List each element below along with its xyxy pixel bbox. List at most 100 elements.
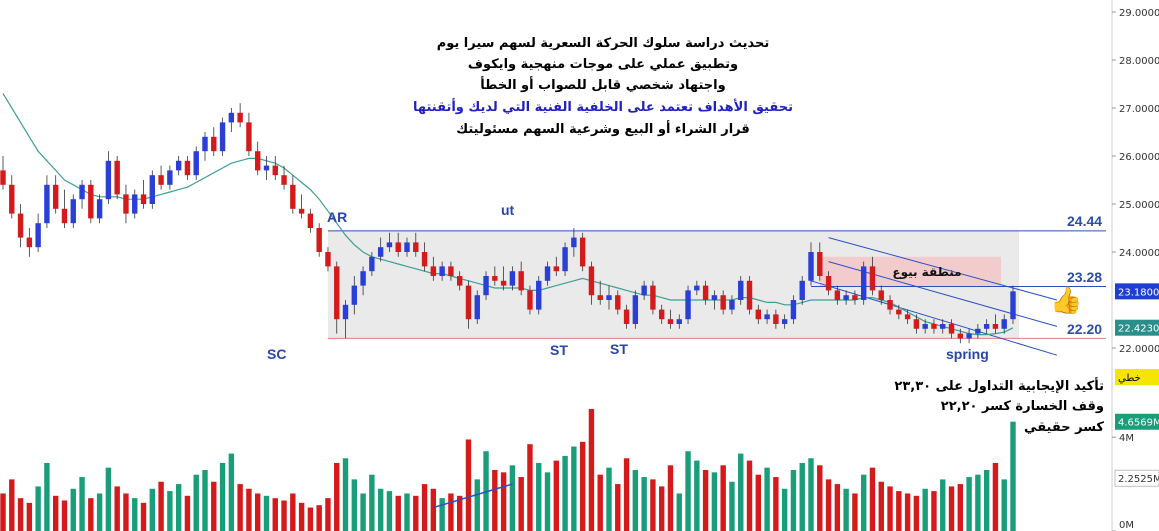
candle-body xyxy=(9,184,15,214)
candle-body xyxy=(860,266,867,300)
volume-bar xyxy=(860,474,867,531)
candle xyxy=(377,237,384,262)
candle-body xyxy=(298,208,305,214)
volume-bar xyxy=(738,453,744,531)
note-line-1: تأكيد الإيجابية التداول على ٢٣,٣٠ xyxy=(894,377,1104,394)
candle xyxy=(105,151,112,204)
volume-bar xyxy=(114,486,120,531)
supply-zone xyxy=(819,256,1001,287)
candle xyxy=(44,175,50,228)
volume-bar xyxy=(404,493,410,531)
candle-body xyxy=(140,194,147,204)
candle-body xyxy=(52,184,59,209)
candle xyxy=(342,300,349,339)
volume-bar xyxy=(70,488,76,531)
candle xyxy=(96,194,103,224)
level-resistance: 24.44 xyxy=(1067,213,1102,229)
volume-bar xyxy=(439,498,445,531)
y-tick-label: 27.0000 xyxy=(1119,104,1159,115)
candle-body xyxy=(913,319,920,329)
candle-body xyxy=(896,309,902,315)
candle-body xyxy=(966,333,972,339)
candle-body xyxy=(79,184,85,200)
candle xyxy=(597,280,603,305)
volume-bar xyxy=(281,500,287,531)
candle xyxy=(351,276,358,315)
candle-body xyxy=(694,285,700,291)
candle xyxy=(764,309,770,324)
candle-body xyxy=(641,285,647,296)
volume-bar xyxy=(518,477,524,531)
candle xyxy=(562,242,568,276)
candle xyxy=(421,242,428,272)
volume-bar xyxy=(421,484,428,531)
candle xyxy=(931,319,937,334)
candle-body xyxy=(263,165,270,171)
candle xyxy=(70,194,76,228)
volume-bar xyxy=(246,488,252,531)
candle xyxy=(773,309,779,329)
volume-bar xyxy=(149,488,156,531)
volume-bar xyxy=(843,488,849,531)
volume-bar xyxy=(509,465,516,531)
note-line-2: وقف الخسارة كسر ٢٢,٢٠ xyxy=(941,399,1104,414)
candle-body xyxy=(553,266,560,272)
candle xyxy=(316,223,322,257)
price-tag-box xyxy=(1115,283,1159,300)
volume-bar xyxy=(377,488,384,531)
candle-body xyxy=(773,314,779,324)
candle-body xyxy=(685,290,691,320)
volume-bar xyxy=(878,481,884,531)
candle xyxy=(211,127,217,156)
y-tick-label: 26.0000 xyxy=(1119,152,1159,163)
candle-body xyxy=(571,237,577,248)
candle-body xyxy=(325,252,331,267)
label-sc: SC xyxy=(267,346,286,362)
candle-body xyxy=(834,290,841,300)
volume-bar xyxy=(334,462,340,531)
candle xyxy=(790,295,797,324)
price-tags: 23.1800 22.4230 خطي 4.6569M 2.2525M xyxy=(1114,283,1159,487)
candle-body xyxy=(404,242,410,252)
candle-body xyxy=(474,295,480,320)
volume-bar xyxy=(623,458,630,531)
candle xyxy=(413,232,419,257)
label-spring: spring xyxy=(946,346,989,362)
candle-body xyxy=(597,295,603,300)
volume-bar xyxy=(562,455,568,531)
volume-bar xyxy=(913,495,920,531)
candle xyxy=(869,256,876,296)
candle-body xyxy=(799,280,805,300)
volume-bar xyxy=(579,441,586,531)
candle xyxy=(667,309,674,329)
label-ar: AR xyxy=(327,209,347,225)
candle-body xyxy=(781,319,788,324)
candle xyxy=(738,276,744,305)
candle xyxy=(290,175,296,214)
candle xyxy=(448,261,454,281)
volume-bar xyxy=(351,479,358,531)
volume-bar xyxy=(641,477,647,531)
price-tag-box xyxy=(1115,319,1159,336)
candle xyxy=(202,132,208,161)
candles xyxy=(0,103,1016,344)
candle xyxy=(711,290,718,310)
candle xyxy=(483,271,489,300)
candle xyxy=(430,256,437,281)
volume-bar xyxy=(219,462,226,531)
volume-bar xyxy=(790,470,797,531)
volume-bar xyxy=(307,507,314,531)
volume-bar xyxy=(799,462,805,531)
channel-line-1 xyxy=(828,237,1058,301)
candle-body xyxy=(202,136,208,152)
candle-body xyxy=(825,276,832,291)
candle xyxy=(904,309,911,324)
price-tag: خطي xyxy=(1115,369,1159,385)
y-tick-label: 22.0000 xyxy=(1119,344,1159,355)
candle-body xyxy=(676,319,682,324)
candle xyxy=(246,112,252,156)
candle-body xyxy=(878,290,884,300)
candle xyxy=(720,290,726,315)
candle xyxy=(755,304,762,324)
volume-bar xyxy=(606,467,612,531)
